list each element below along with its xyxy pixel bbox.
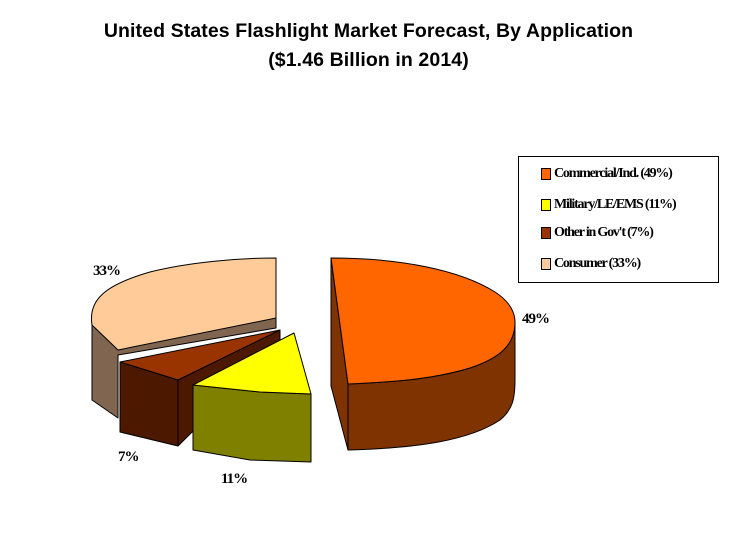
swatch-commercial xyxy=(541,168,551,180)
legend-label: Other in Gov't (7%) xyxy=(554,225,654,240)
swatch-other-gov xyxy=(541,227,551,239)
swatch-consumer xyxy=(541,258,551,270)
slice-commercial xyxy=(330,257,516,451)
legend-item-other-gov: Other in Gov't (7%) xyxy=(541,224,654,242)
slice-military xyxy=(192,332,312,463)
label-commercial: 49% xyxy=(522,311,550,327)
legend-item-military: Military/LE/EMS (11%) xyxy=(541,196,677,214)
legend-label: Commercial/Ind. (49%) xyxy=(554,166,673,181)
label-other-gov: 7% xyxy=(118,449,139,465)
chart-legend: Commercial/Ind. (49%) Military/LE/EMS (1… xyxy=(518,156,719,283)
label-military: 11% xyxy=(221,471,248,487)
label-consumer: 33% xyxy=(93,263,121,279)
legend-label: Consumer (33%) xyxy=(554,256,641,271)
chart-subtitle: ($1.46 Billion in 2014) xyxy=(268,49,469,71)
chart-title: United States Flashlight Market Forecast… xyxy=(103,20,634,42)
legend-item-consumer: Consumer (33%) xyxy=(541,255,641,273)
legend-item-commercial: Commercial/Ind. (49%) xyxy=(541,165,673,183)
legend-label: Military/LE/EMS (11%) xyxy=(554,197,677,212)
slice-consumer xyxy=(90,257,277,419)
swatch-military xyxy=(541,199,551,211)
